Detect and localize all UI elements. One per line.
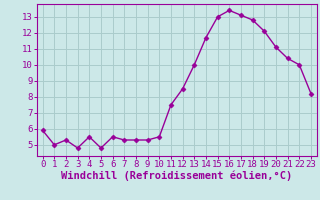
X-axis label: Windchill (Refroidissement éolien,°C): Windchill (Refroidissement éolien,°C) [61,171,292,181]
